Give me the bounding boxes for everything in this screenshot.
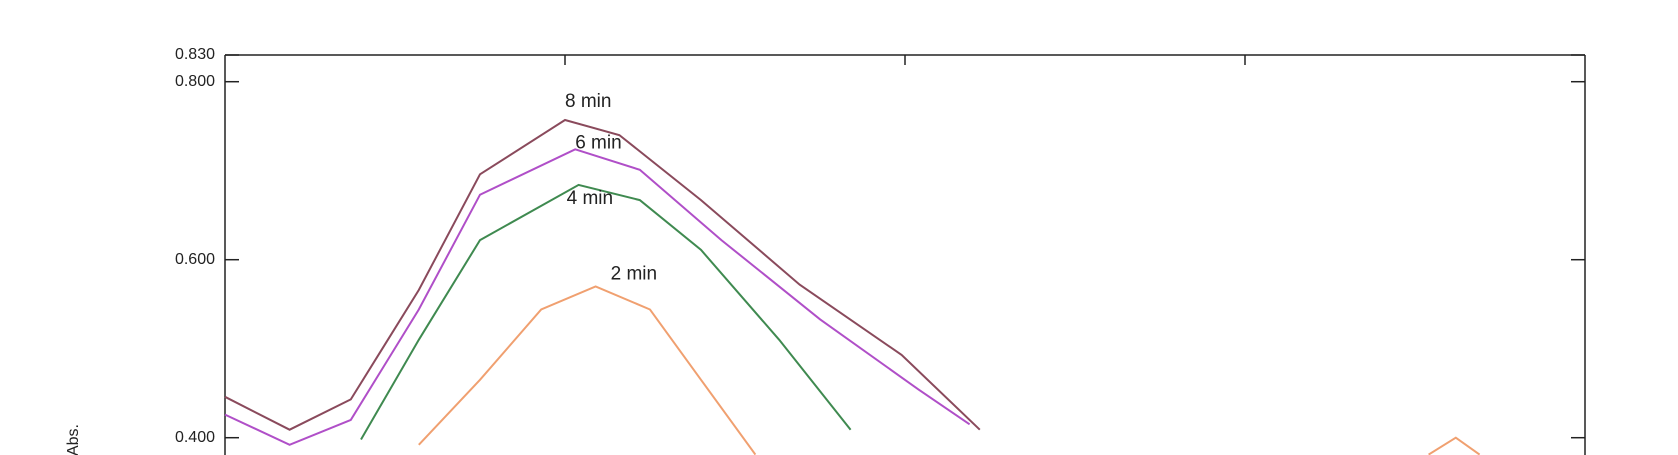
y-tick-label: 0.600	[175, 251, 215, 268]
series-label: 2 min	[611, 263, 657, 284]
series-label: 4 min	[567, 188, 613, 209]
series-label: 6 min	[575, 132, 621, 153]
series-line	[224, 118, 981, 431]
y-axis-label: Abs.	[65, 424, 82, 455]
series-line	[360, 183, 852, 441]
y-tick-label: 0.400	[175, 429, 215, 446]
series-label: 8 min	[565, 91, 611, 112]
y-tick-label: 0.800	[175, 73, 215, 90]
series-line	[224, 148, 971, 446]
series-line	[418, 285, 1481, 455]
y-tick-label: 0.830	[175, 46, 215, 63]
